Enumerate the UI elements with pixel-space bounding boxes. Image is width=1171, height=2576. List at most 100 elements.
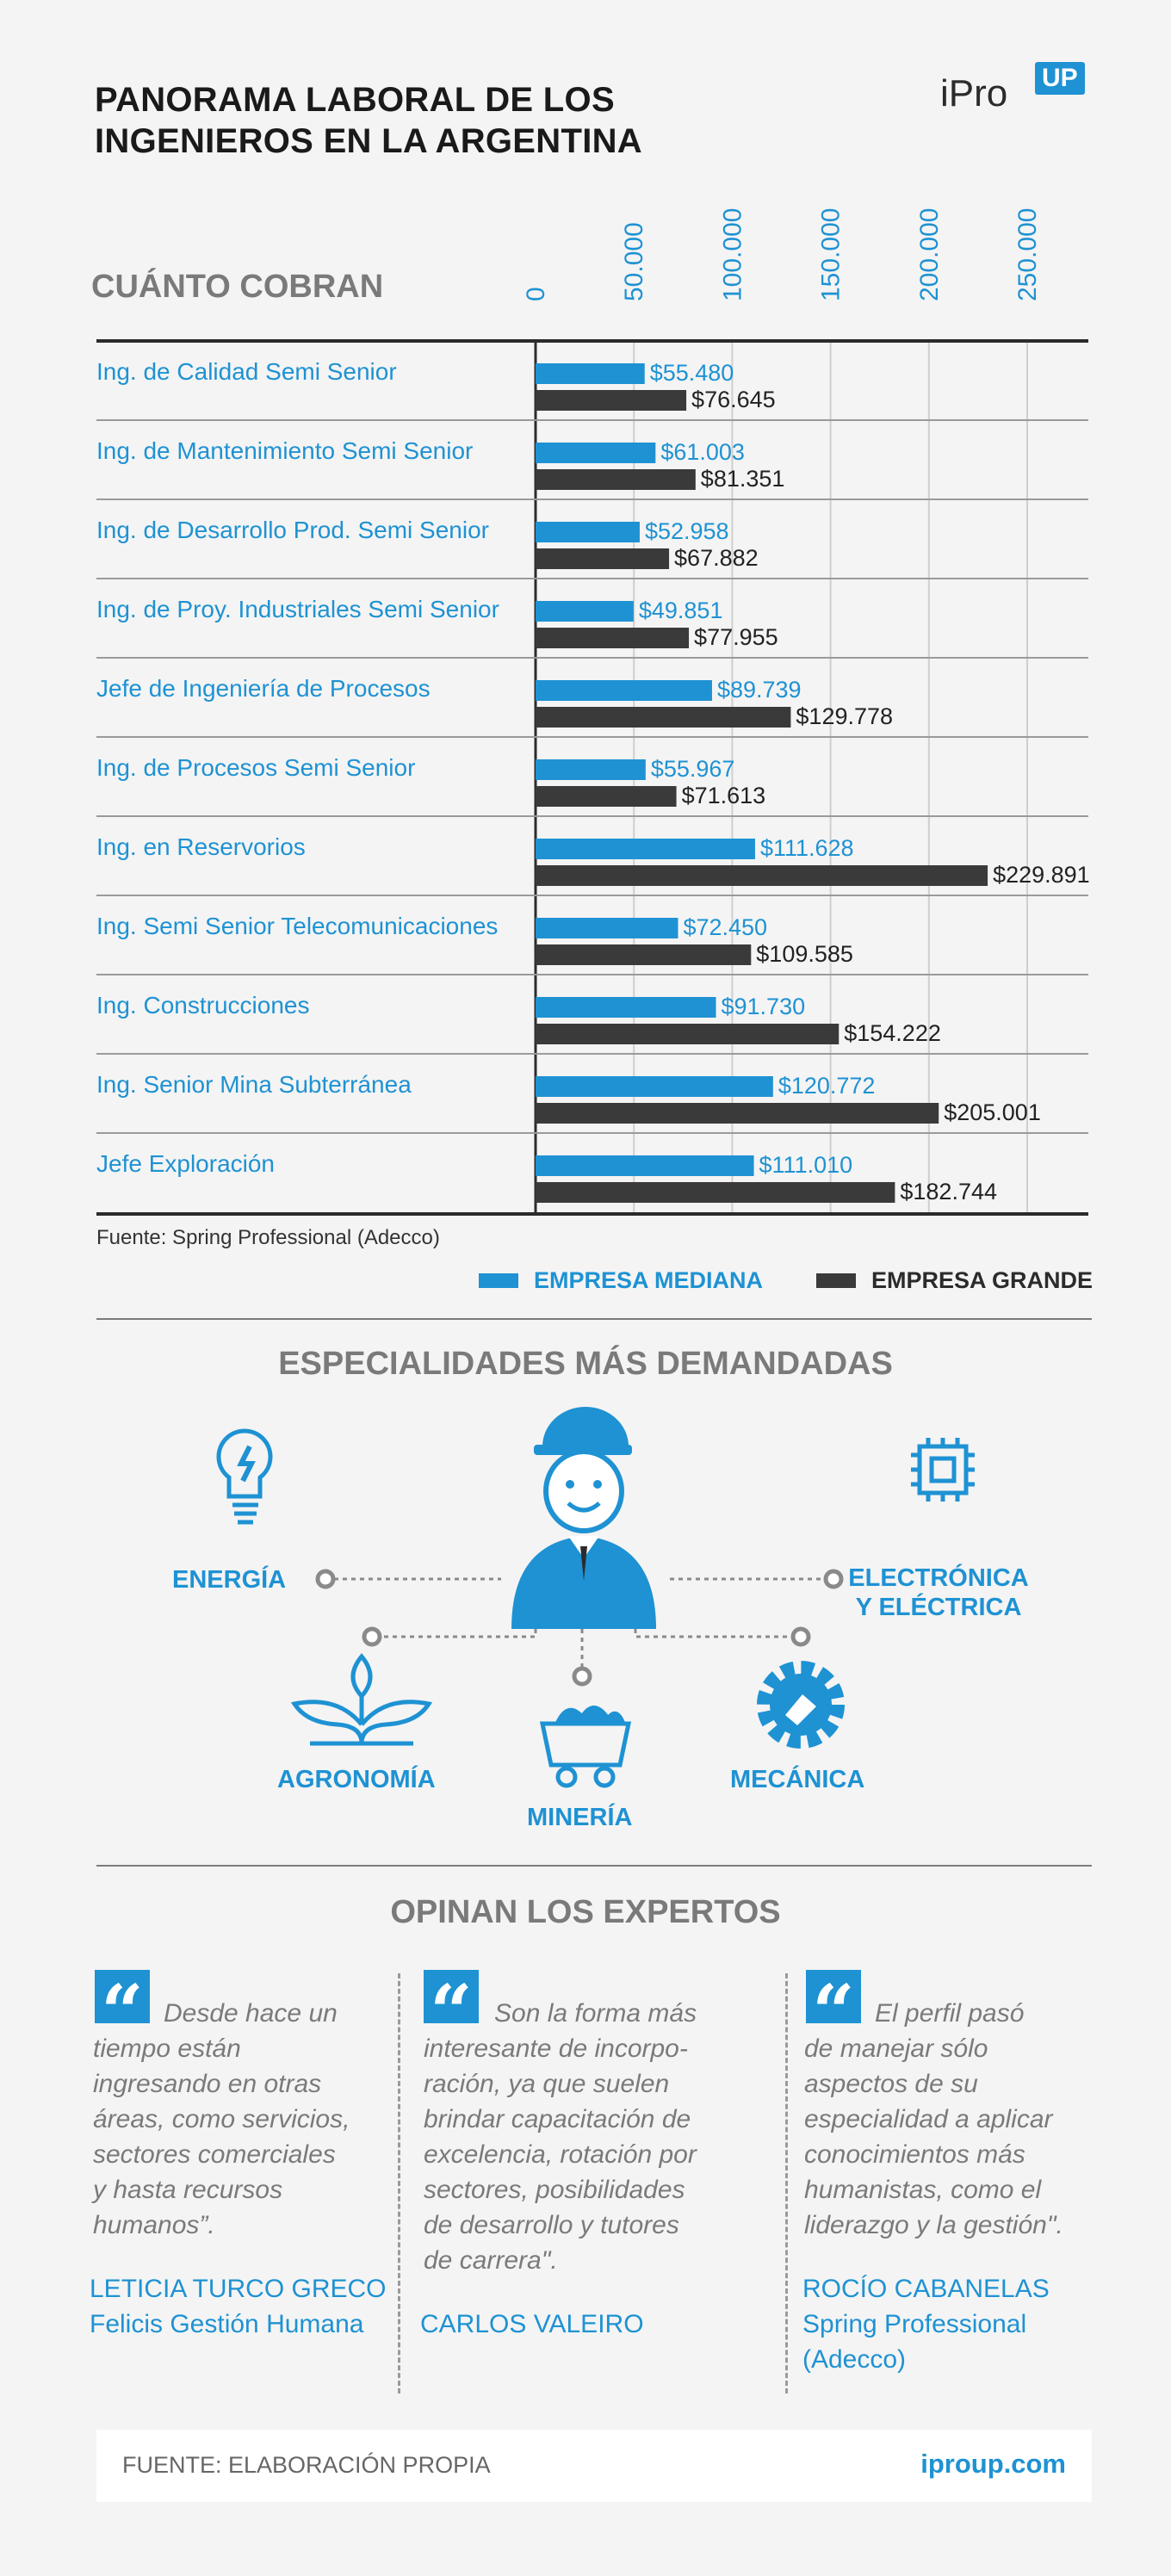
text-line: El perfil pasó	[875, 1999, 1025, 2028]
category-label: Ing. de Desarrollo Prod. Semi Senior	[96, 517, 489, 543]
bar-mediana	[536, 680, 712, 701]
logo-badge: UP	[1035, 62, 1085, 95]
data-label-grande: $205.001	[944, 1099, 1041, 1125]
legend-label-mediana: EMPRESA MEDIANA	[534, 1267, 764, 1293]
text-line: sectores comerciales	[93, 2140, 336, 2169]
text-line: tiempo están	[93, 2034, 241, 2063]
text-line: interesante de incorpo-	[424, 2034, 688, 2063]
text-line: aspectos de su	[804, 2070, 978, 2098]
iproup-logo[interactable]: iPro UP	[940, 62, 1092, 122]
data-label-grande: $109.585	[756, 941, 853, 967]
category-label: Jefe Exploración	[96, 1150, 276, 1177]
text-line: (Adecco)	[802, 2345, 907, 2374]
specialty-mineria: MINERÍA	[527, 1804, 633, 1831]
category-label: Ing. en Reservorios	[96, 833, 306, 860]
data-label-mediana: $120.772	[778, 1073, 876, 1099]
quote-3: El perfil pasó de manejar sólo aspectos de…	[804, 1996, 1114, 2243]
section-divider-2	[96, 1865, 1092, 1867]
data-label-grande: $81.351	[701, 466, 785, 492]
specialty-agronomia: AGRONOMÍA	[277, 1766, 436, 1793]
salary-bar-chart: 0 50.000 100.000 150.000 200.000 250.000 $55.4…	[96, 208, 1090, 1216]
footer-bar: FUENTE: ELABORACIÓN PROPIA iproup.com	[96, 2430, 1092, 2502]
quote-divider-2	[785, 1973, 788, 2393]
text-line: ROCÍO CABANELAS	[802, 2275, 1050, 2303]
data-label-mediana: $52.958	[645, 518, 729, 544]
connector-lines	[334, 1577, 825, 1670]
author-2: CARLOS VALEIRO	[420, 2307, 644, 2342]
quote-icon-3: “	[806, 1970, 861, 2023]
chart-title: CUÁNTO COBRAN	[91, 269, 384, 305]
section-divider	[96, 1318, 1092, 1320]
text-line: humanistas, como el	[804, 2176, 1042, 2204]
bar-grande	[536, 390, 687, 411]
category-label: Ing. Semi Senior Telecomunicaciones	[96, 913, 499, 939]
text-line: Felicis Gestión Humana	[90, 2310, 364, 2338]
legend-label-grande: EMPRESA GRANDE	[871, 1267, 1094, 1293]
text-line: y hasta recursos	[93, 2176, 283, 2204]
bar-grande	[536, 469, 696, 490]
text-line: sectores, posibilidades	[424, 2176, 685, 2204]
text-line: Son la forma más	[494, 1999, 697, 2028]
bar-grande	[536, 1024, 840, 1044]
page-title: PANORAMA LABORAL DE LOS INGENIEROS EN LA…	[95, 79, 801, 162]
bar-grande	[536, 1103, 939, 1124]
data-label-mediana: $49.851	[639, 598, 723, 623]
category-label: Ing. de Calidad Semi Senior	[96, 358, 397, 385]
title-line-1: PANORAMA LABORAL DE LOS	[95, 81, 615, 119]
bar-grande	[536, 1182, 895, 1203]
x-tick-label: 0	[522, 287, 550, 301]
logo-text: iPro	[940, 72, 1008, 115]
x-tick-label: 50.000	[620, 222, 648, 301]
x-tick-label: 250.000	[1013, 208, 1042, 301]
x-tick-label: 100.000	[718, 208, 747, 301]
text-line: de carrera".	[424, 2246, 558, 2275]
text-line: Desde hace un	[164, 1999, 338, 2028]
specialty-energia: ENERGÍA	[172, 1566, 287, 1594]
specialty-mecanica: MECÁNICA	[730, 1766, 865, 1793]
specialties-title: ESPECIALIDADES MÁS DEMANDADAS	[278, 1346, 893, 1382]
data-label-mediana: $111.628	[760, 835, 854, 861]
category-label: Ing. Construcciones	[96, 992, 310, 1019]
category-label: Ing. de Proy. Industriales Semi Senior	[96, 596, 499, 622]
data-label-grande: $76.645	[691, 387, 776, 412]
bar-grande	[536, 865, 988, 886]
bar-mediana	[536, 522, 640, 542]
bar-grande	[536, 628, 690, 648]
bar-mediana	[536, 1076, 773, 1097]
bar-grande	[536, 786, 677, 807]
text-line: ingresando en otras	[93, 2070, 322, 2098]
text-line: CARLOS VALEIRO	[420, 2310, 644, 2338]
title-line-2: INGENIEROS EN LA ARGENTINA	[95, 122, 642, 160]
data-label-grande: $129.778	[796, 703, 893, 729]
category-label: Ing. Senior Mina Subterránea	[96, 1071, 412, 1098]
electronica-line-2: Y ELÉCTRICA	[855, 1594, 1022, 1621]
data-label-mediana: $55.967	[651, 756, 735, 782]
quote-icon-2: “	[424, 1970, 479, 2023]
specialties-diagram	[216, 1407, 975, 1788]
x-tick-label: 200.000	[915, 208, 944, 301]
plant-icon	[290, 1653, 433, 1746]
data-label-grande: $77.955	[694, 624, 778, 650]
electronica-line-1: ELECTRÓNICA	[848, 1564, 1029, 1592]
experts-title: OPINAN LOS EXPERTOS	[390, 1894, 781, 1930]
data-label-grande: $182.744	[900, 1179, 997, 1204]
chip-icon	[911, 1438, 975, 1502]
lightbulb-icon	[216, 1428, 273, 1525]
footer-site-link[interactable]: iproup.com	[920, 2449, 1066, 2479]
bar-grande	[536, 548, 670, 569]
text-line: LETICIA TURCO GRECO	[90, 2275, 387, 2303]
author-3: ROCÍO CABANELAS Spring Professional (Adecc…	[802, 2271, 1050, 2377]
text-line: excelencia, rotación por	[424, 2140, 697, 2169]
text-line: conocimientos más	[804, 2140, 1025, 2169]
bar-mediana	[536, 918, 678, 938]
data-label-mediana: $91.730	[722, 994, 806, 1019]
bar-mediana	[536, 1155, 754, 1176]
bar-mediana	[536, 759, 646, 780]
data-label-mediana: $111.010	[759, 1152, 853, 1178]
connector-dots	[315, 1569, 844, 1687]
legend-item-mediana: EMPRESA MEDIANA	[479, 1267, 763, 1294]
x-tick-label: 150.000	[817, 208, 846, 301]
text-line: humanos”.	[93, 2211, 215, 2239]
engineer-icon	[511, 1407, 656, 1629]
quote-divider-1	[398, 1973, 400, 2393]
